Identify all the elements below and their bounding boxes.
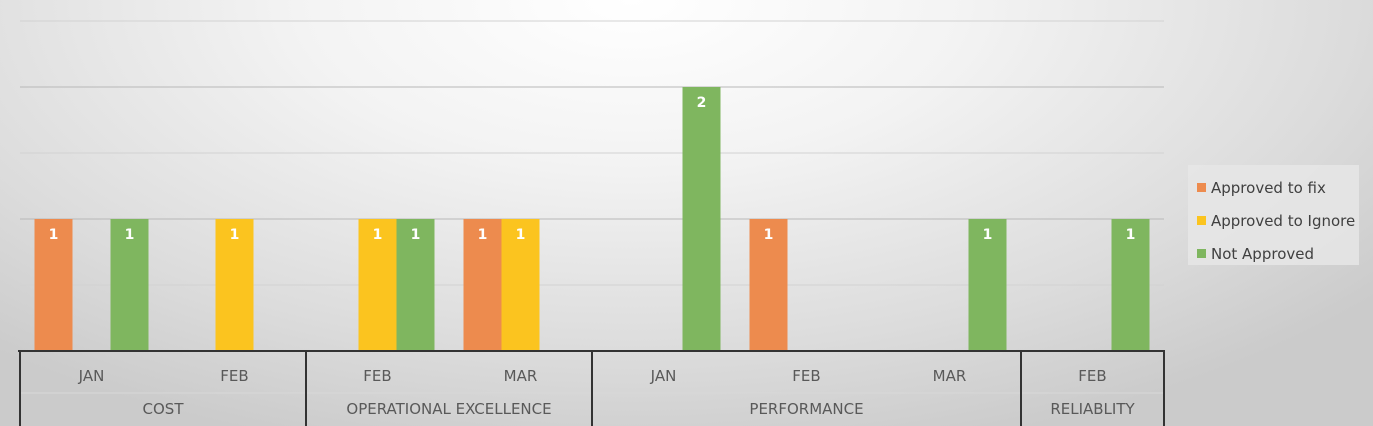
legend-swatch [1197, 216, 1206, 225]
bar [968, 219, 1007, 351]
bar [215, 219, 254, 351]
group-tick-label: PERFORMANCE [749, 400, 863, 418]
legend-swatch [1197, 183, 1206, 192]
data-label: 1 [983, 227, 993, 243]
month-tick-label: MAR [933, 367, 967, 385]
group-tick-label: OPERATIONAL EXCELLENCE [346, 400, 551, 418]
legend-label: Approved to Ignore [1211, 211, 1356, 230]
legend-label: Approved to fix [1211, 178, 1326, 197]
legend-item: Approved to fix [1197, 171, 1359, 204]
data-label: 1 [230, 227, 240, 243]
data-label: 1 [1126, 227, 1136, 243]
month-tick-label: FEB [1078, 367, 1106, 385]
bar [501, 219, 540, 351]
bar [358, 219, 397, 351]
bar [396, 219, 435, 351]
data-label: 1 [478, 227, 488, 243]
bar [110, 219, 149, 351]
legend-label: Not Approved [1211, 244, 1314, 263]
data-label: 1 [125, 227, 135, 243]
month-tick-label: JAN [650, 367, 677, 385]
data-label: 1 [516, 227, 526, 243]
group-tick-label: RELIABLITY [1050, 400, 1135, 418]
data-label: 1 [764, 227, 774, 243]
legend: Approved to fix Approved to Ignore Not App… [1188, 165, 1359, 265]
legend-item: Approved to Ignore [1197, 204, 1359, 237]
data-label: 1 [411, 227, 421, 243]
data-label: 1 [373, 227, 383, 243]
month-tick-label: JAN [78, 367, 105, 385]
month-tick-label: FEB [220, 367, 248, 385]
month-tick-label: FEB [792, 367, 820, 385]
bar [682, 87, 721, 351]
bar [463, 219, 502, 351]
data-label: 2 [697, 95, 707, 111]
bar [34, 219, 73, 351]
legend-item: Not Approved [1197, 237, 1359, 270]
bar [749, 219, 788, 351]
month-tick-label: MAR [504, 367, 538, 385]
group-tick-label: COST [143, 400, 185, 418]
legend-swatch [1197, 249, 1206, 258]
data-label: 1 [49, 227, 59, 243]
month-tick-label: FEB [363, 367, 391, 385]
bar [1111, 219, 1150, 351]
